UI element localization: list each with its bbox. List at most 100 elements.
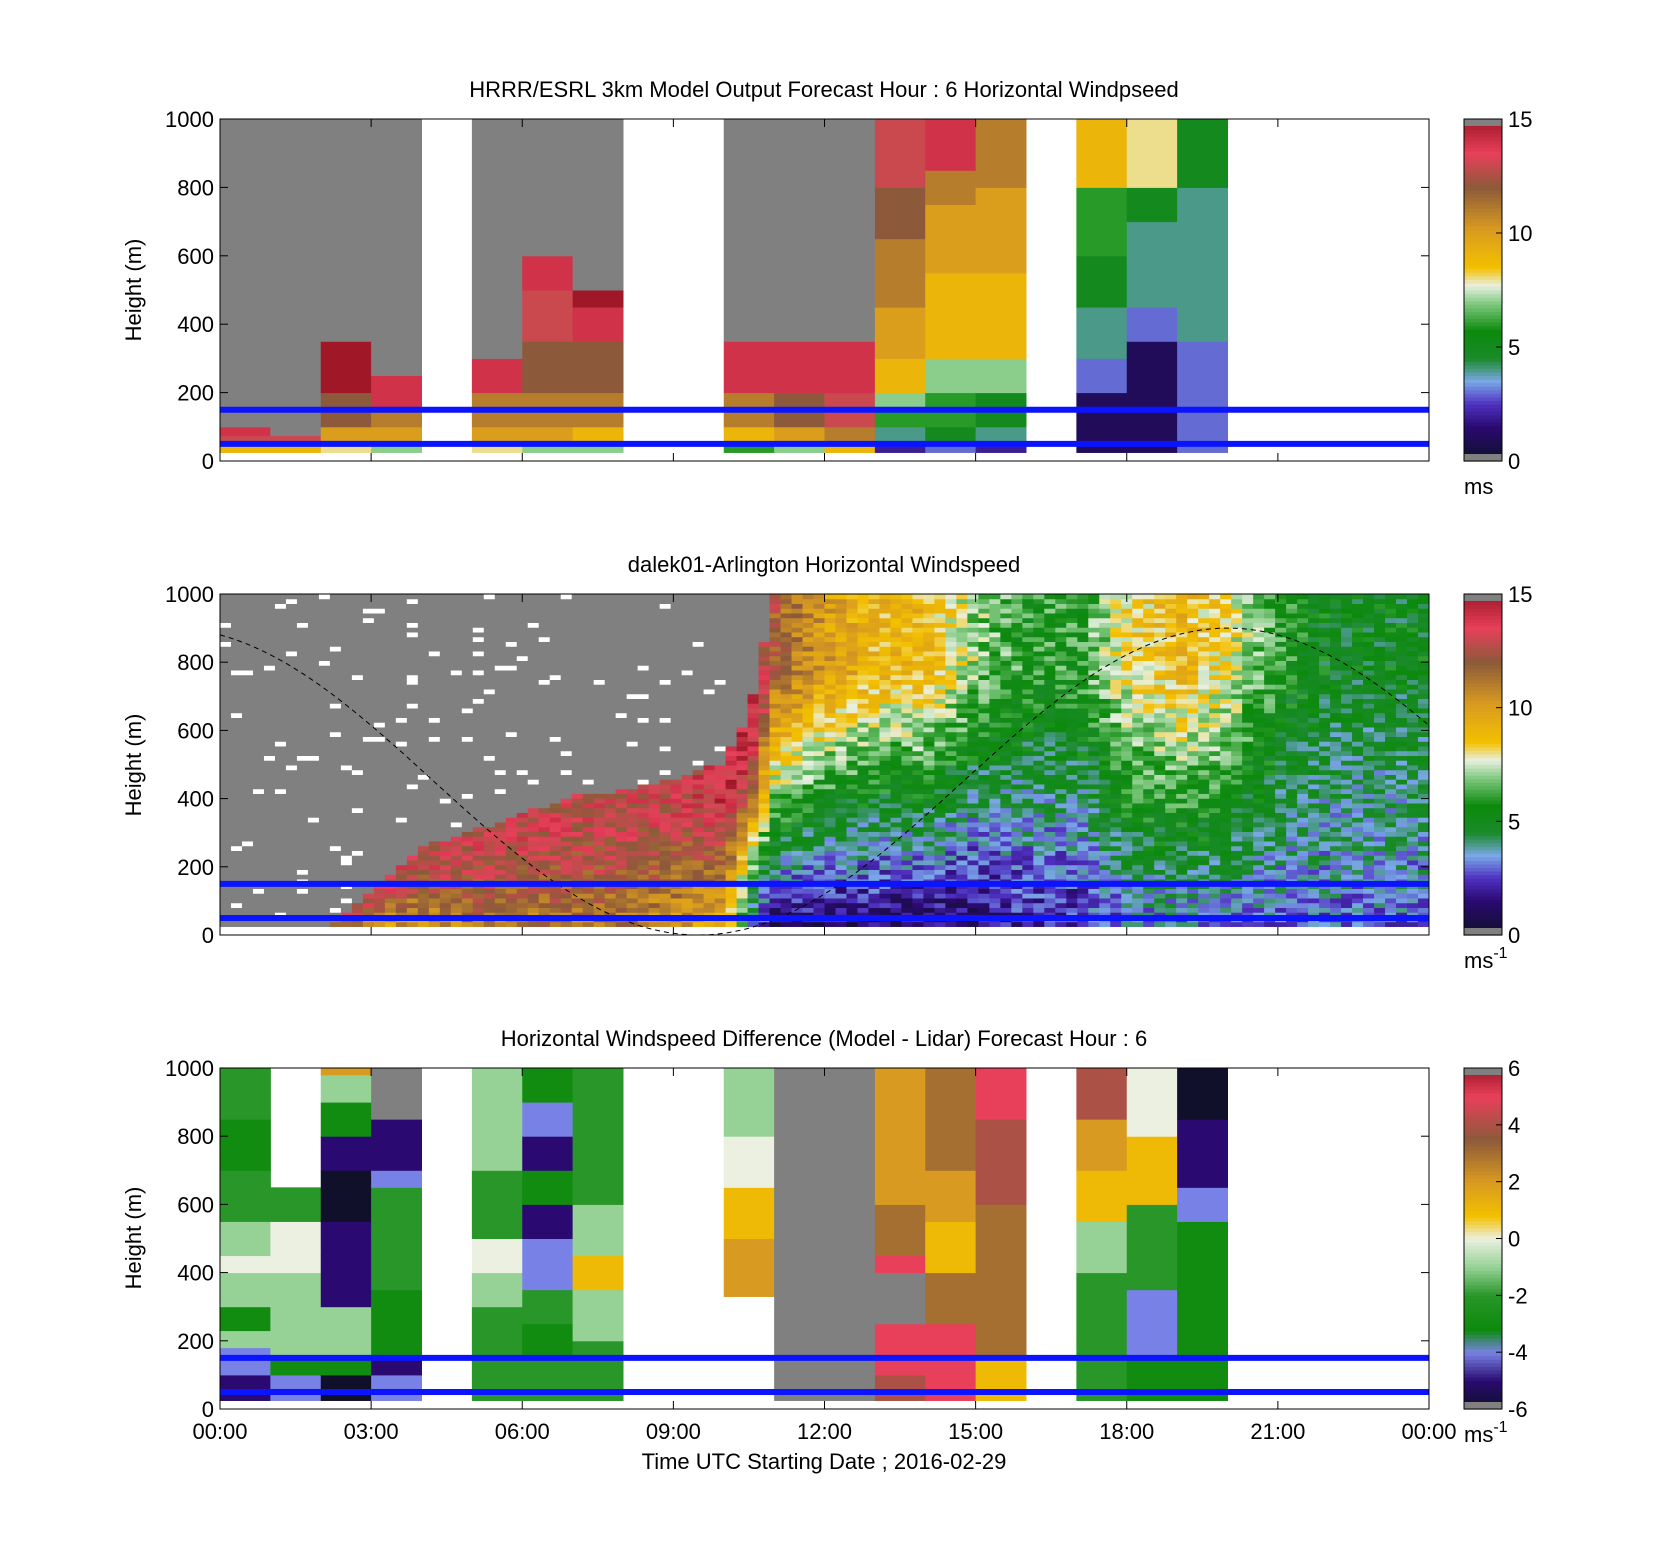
heatmap-cell (725, 907, 738, 913)
heatmap-cell (241, 826, 254, 832)
heatmap-cell (439, 736, 452, 742)
heatmap-cell (890, 750, 902, 756)
heatmap-cell (890, 736, 902, 742)
heatmap-cell (868, 774, 880, 780)
heatmap-cell (846, 646, 858, 652)
heatmap-cell (516, 869, 529, 875)
heatmap-cell (516, 665, 529, 671)
heatmap-cell (846, 736, 858, 742)
heatmap-cell (615, 741, 628, 747)
heatmap-cell (560, 622, 573, 628)
heatmap-cell (692, 893, 705, 899)
heatmap-cell (274, 755, 287, 761)
heatmap-cell (648, 598, 661, 604)
heatmap-cell (703, 774, 716, 780)
heatmap-cell (461, 850, 474, 856)
heatmap-cell (835, 769, 847, 775)
heatmap-cell (274, 826, 287, 832)
heatmap-cell (417, 707, 430, 714)
heatmap-cell (274, 840, 287, 847)
colorbar-slice (1464, 425, 1502, 430)
heatmap-cell (362, 807, 375, 813)
heatmap-cell (285, 612, 298, 619)
heatmap-cell (681, 902, 694, 908)
heatmap-cell (252, 798, 265, 804)
heatmap-cell (670, 603, 683, 609)
heatmap-cell (912, 807, 924, 813)
heatmap-cell (274, 731, 287, 737)
heatmap-cell (747, 717, 760, 723)
heatmap-cell (725, 608, 738, 614)
heatmap-cell (560, 864, 573, 870)
heatmap-cell (934, 641, 946, 647)
heatmap-cell (329, 646, 342, 652)
heatmap-cell (769, 641, 782, 647)
heatmap-cell (923, 641, 935, 647)
heatmap-cell (318, 812, 331, 818)
heatmap-cell (813, 921, 825, 927)
heatmap-cell (263, 826, 276, 832)
heatmap-cell (736, 807, 749, 813)
heatmap-cell (758, 731, 771, 737)
heatmap-cell (483, 888, 496, 894)
heatmap-cell (879, 736, 891, 742)
heatmap-cell (560, 603, 573, 609)
heatmap-cell (318, 608, 331, 614)
heatmap-cell (318, 598, 331, 604)
heatmap-cell (593, 631, 606, 638)
heatmap-cell (329, 793, 342, 799)
heatmap-cell (439, 594, 452, 600)
heatmap-cell (780, 722, 793, 728)
heatmap-cell (263, 598, 276, 604)
heatmap-cell (285, 665, 298, 671)
heatmap-cell (758, 897, 771, 904)
heatmap-cell (538, 636, 551, 642)
heatmap-cell (252, 874, 265, 880)
heatmap-cell (549, 802, 562, 809)
heatmap-cell (307, 855, 320, 861)
heatmap-cell (604, 684, 617, 690)
heatmap-cell (791, 646, 804, 652)
heatmap-cell (483, 807, 496, 813)
heatmap-cell (230, 726, 243, 733)
heatmap-cell (406, 650, 419, 657)
heatmap-cell (681, 636, 694, 642)
heatmap-cell (439, 598, 452, 604)
heatmap-cell (714, 817, 727, 823)
heatmap-cell (747, 836, 760, 842)
heatmap-cell (220, 636, 232, 642)
heatmap-cell (956, 807, 968, 813)
heatmap-cell (747, 769, 760, 775)
heatmap-cell (593, 897, 606, 904)
heatmap-cell (384, 660, 397, 666)
heatmap-cell (395, 617, 408, 623)
heatmap-cell (868, 874, 880, 880)
heatmap-cell (220, 693, 232, 699)
heatmap-cell (329, 850, 342, 856)
heatmap-cell (461, 793, 474, 799)
heatmap-cell (296, 907, 309, 913)
heatmap-cell (318, 679, 331, 685)
heatmap-cell (549, 679, 562, 685)
heatmap-cell (307, 802, 320, 809)
heatmap-cell (220, 769, 232, 775)
heatmap-cell (813, 807, 825, 813)
heatmap-cell (780, 669, 793, 676)
heatmap-cell (659, 769, 672, 775)
heatmap-cell (637, 864, 650, 870)
heatmap-cell (285, 741, 298, 747)
heatmap-cell (857, 779, 869, 785)
heatmap-cell (274, 750, 287, 756)
heatmap-cell (560, 750, 573, 756)
heatmap-cell (890, 821, 902, 828)
heatmap-cell (340, 722, 353, 728)
heatmap-cell (373, 859, 386, 866)
heatmap-cell (648, 622, 661, 628)
heatmap-cell (747, 722, 760, 728)
heatmap-cell (714, 826, 727, 832)
heatmap-cell (395, 774, 408, 780)
heatmap-cell (846, 779, 858, 785)
heatmap-cell (373, 636, 386, 642)
heatmap-cell (373, 902, 386, 908)
heatmap-cell (406, 726, 419, 733)
